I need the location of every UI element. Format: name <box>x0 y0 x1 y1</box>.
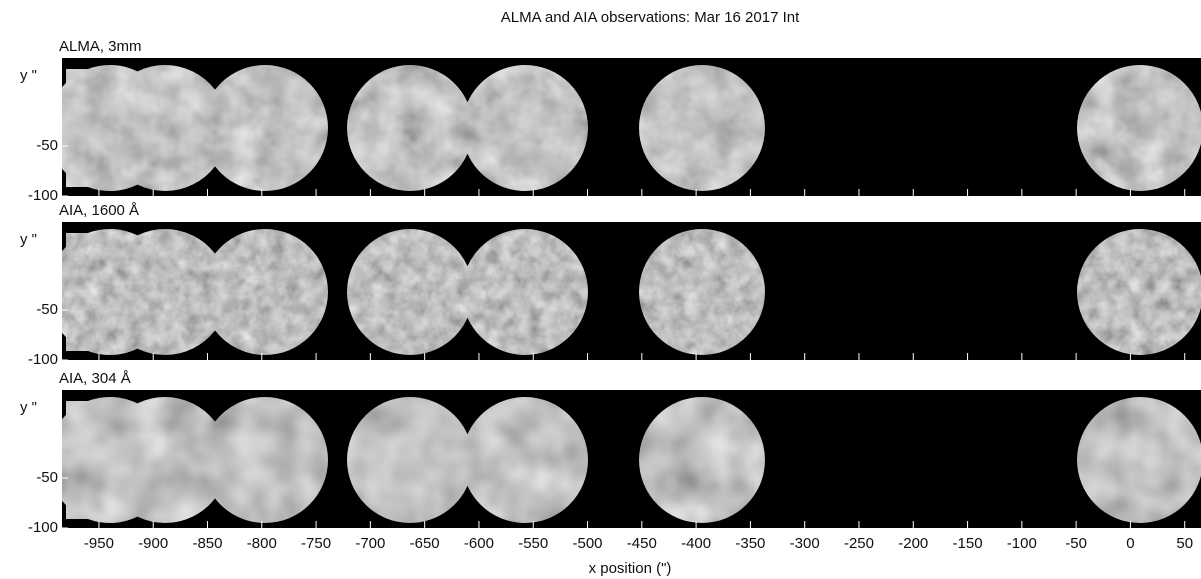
x-tick-label: -750 <box>301 535 331 552</box>
x-tick-label: -850 <box>192 535 222 552</box>
y-tick-label: -50 <box>36 469 58 486</box>
x-tick-label: -100 <box>1007 535 1037 552</box>
x-tick-label: -600 <box>464 535 494 552</box>
x-tick-label: -250 <box>844 535 874 552</box>
y-axis-label: y " <box>20 399 37 416</box>
y-tick-label: -100 <box>28 351 58 368</box>
x-tick-label: -900 <box>138 535 168 552</box>
x-tick-label: -300 <box>790 535 820 552</box>
x-tick-label: -950 <box>84 535 114 552</box>
y-tick-label: -50 <box>36 137 58 154</box>
figure: ALMA and AIA observations: Mar 16 2017 I… <box>0 0 1201 579</box>
x-tick-label: -450 <box>627 535 657 552</box>
x-tick-label: -700 <box>355 535 385 552</box>
x-tick-label: 50 <box>1176 535 1193 552</box>
x-tick-label: -500 <box>573 535 603 552</box>
y-axis-label: y " <box>20 67 37 84</box>
x-tick-label: -350 <box>735 535 765 552</box>
panel-label: AIA, 1600 Å <box>59 202 139 219</box>
panel-label: ALMA, 3mm <box>59 38 142 55</box>
x-tick-label: -200 <box>898 535 928 552</box>
x-tick-label: -800 <box>247 535 277 552</box>
x-tick-label: 0 <box>1126 535 1134 552</box>
panel-label: AIA, 304 Å <box>59 370 131 387</box>
y-axis-label: y " <box>20 231 37 248</box>
y-tick-label: -100 <box>28 519 58 536</box>
x-axis-label: x position (") <box>589 560 672 577</box>
x-tick-label: -550 <box>518 535 548 552</box>
y-tick-label: -100 <box>28 187 58 204</box>
x-tick-label: -650 <box>410 535 440 552</box>
x-tick-label: -400 <box>681 535 711 552</box>
x-tick-label: -50 <box>1065 535 1087 552</box>
x-tick-label: -150 <box>953 535 983 552</box>
chart-title: ALMA and AIA observations: Mar 16 2017 I… <box>501 9 800 26</box>
y-tick-label: -50 <box>36 301 58 318</box>
